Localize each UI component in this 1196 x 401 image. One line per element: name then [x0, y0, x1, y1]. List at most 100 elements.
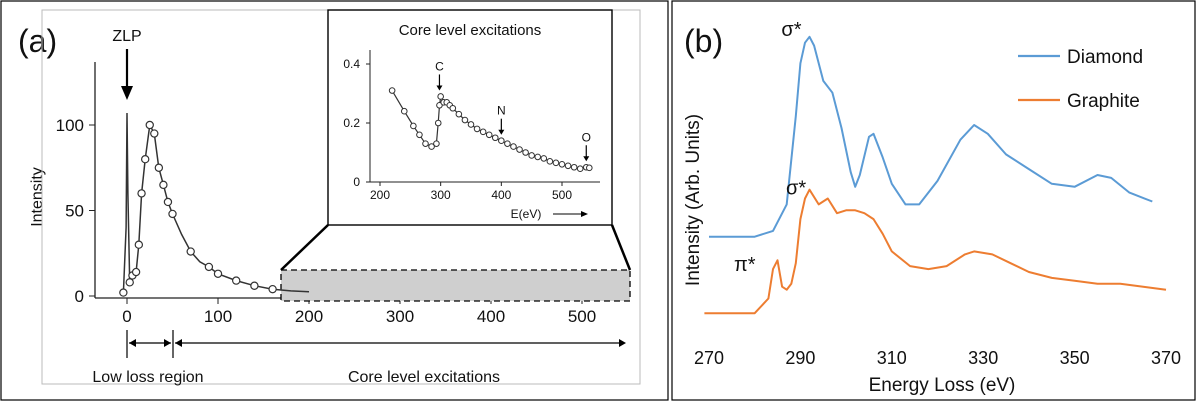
- inset-data-point: [564, 162, 572, 170]
- a-data-point: [131, 267, 141, 277]
- a-data-point: [145, 120, 154, 130]
- inset-data-point: [400, 107, 408, 115]
- a-data-point: [250, 281, 259, 290]
- edge-arrow-head: [498, 129, 505, 135]
- b-xtick-label: 310: [877, 348, 907, 368]
- b-xtick-label: 330: [968, 348, 998, 368]
- a-data-point: [137, 189, 146, 198]
- inset-data-point: [586, 164, 593, 172]
- a-data-point: [231, 276, 241, 285]
- a-data-point: [163, 197, 173, 207]
- inset-data-point: [461, 116, 469, 124]
- inset-data-point: [485, 131, 493, 139]
- a-series-line: [122, 112, 310, 293]
- edge-label: N: [497, 104, 506, 118]
- inset-data-point: [570, 163, 578, 171]
- inset-ytick-label: 0: [353, 175, 360, 189]
- inset-data-point: [504, 140, 511, 147]
- a-data-point: [154, 163, 164, 172]
- a-data-point: [268, 284, 277, 294]
- inset-data-point: [428, 143, 435, 150]
- inset-ytick-label: 0.4: [343, 57, 360, 71]
- edge-label: O: [582, 130, 591, 144]
- legend-label: Graphite: [1067, 91, 1140, 112]
- a-xtick-label: 300: [386, 307, 414, 326]
- inset-data-point: [437, 93, 444, 100]
- inset-data-point: [473, 125, 481, 133]
- a-data-point: [134, 240, 144, 249]
- inset-data-point: [467, 121, 475, 128]
- a-data-point: [140, 154, 150, 164]
- inset: Core level excitations 200 300 400 500 0 0.2 0…: [327, 9, 613, 226]
- b-xtick-label: 270: [694, 348, 724, 368]
- inset-data-point: [540, 155, 548, 162]
- panel-b: (b) Intensity (Arb. Units) Energy Loss (…: [671, 0, 1196, 401]
- inset-data-point: [552, 159, 560, 167]
- inset-xtick-label: 400: [491, 188, 511, 202]
- a-data-point: [186, 247, 195, 256]
- peak-label: σ*: [786, 178, 806, 200]
- inset-data-point: [449, 104, 457, 112]
- inset-frame: [327, 9, 613, 226]
- b-xtick-label: 370: [1151, 348, 1181, 368]
- panel-a: (a) Intensity 0 100 200 300 400 500 0 50 100 ZLP…: [0, 0, 669, 401]
- zlp-label: ZLP: [112, 28, 141, 45]
- inset-data-point: [522, 149, 529, 156]
- inset-data-point: [528, 152, 535, 159]
- core-region-highlight: [280, 269, 631, 302]
- a-data-point: [125, 278, 134, 287]
- inset-xtick-label: 500: [552, 188, 572, 202]
- peak-label: σ*: [781, 19, 801, 41]
- a-ytick-label: 0: [75, 287, 84, 306]
- a-xtick-label: 400: [477, 307, 505, 326]
- panel-b-xlabel: Energy Loss (eV): [869, 375, 1016, 396]
- panel-b-frame: [671, 0, 1196, 401]
- a-xtick-label: 100: [204, 307, 232, 326]
- b-series-graphite: [704, 188, 1167, 315]
- a-data-point: [213, 269, 223, 278]
- low-loss-arrow-head-left: [129, 339, 136, 347]
- a-data-point: [119, 288, 128, 297]
- a-ytick-label: 100: [56, 116, 84, 135]
- inset-data-point: [434, 119, 442, 127]
- b-series-diamond: [709, 35, 1153, 238]
- inset-data-point: [516, 146, 523, 153]
- inset-xlabel-arrow-head: [581, 211, 588, 217]
- inset-data-point: [546, 158, 554, 165]
- a-xtick-label: 200: [295, 307, 323, 326]
- edge-arrow-head: [583, 156, 590, 162]
- inset-xtick-label: 300: [431, 188, 451, 202]
- b-xtick-label: 290: [785, 348, 815, 368]
- inset-data-point: [455, 110, 463, 118]
- a-xtick-label: 0: [122, 307, 131, 326]
- inset-ytick-label: 0.2: [343, 116, 360, 130]
- inset-data-point: [388, 87, 396, 94]
- panel-a-label: (a): [18, 23, 57, 59]
- zlp-arrow-head: [121, 86, 133, 100]
- zoom-line-left: [280, 224, 329, 271]
- a-data-point: [159, 180, 168, 190]
- zoom-line-right: [610, 224, 632, 271]
- a-ytick-label: 50: [65, 202, 84, 221]
- panel-a-ylabel: Intensity: [29, 167, 46, 227]
- legend-label: Diamond: [1067, 47, 1143, 68]
- inset-xlabel: E(eV): [511, 207, 542, 221]
- inset-data-point: [422, 140, 429, 147]
- inset-xtick-label: 200: [370, 188, 390, 202]
- inset-data-point: [498, 137, 505, 144]
- panel-b-label: (b): [684, 23, 723, 59]
- core-arrow-head-right: [619, 339, 626, 347]
- panel-b-ylabel: Intensity (Arb. Units): [683, 114, 704, 286]
- a-data-point: [150, 129, 159, 138]
- a-xtick-label: 500: [568, 307, 596, 326]
- peak-label: π*: [734, 254, 756, 276]
- core-arrow-head-left: [175, 339, 182, 347]
- low-loss-arrow-head-right: [164, 339, 171, 347]
- inset-title: Core level excitations: [399, 22, 542, 39]
- inset-data-point: [576, 165, 584, 173]
- inset-data-point: [558, 161, 566, 168]
- inset-data-point: [479, 128, 487, 136]
- panel-a-frame: [0, 0, 669, 401]
- a-data-point: [204, 262, 214, 272]
